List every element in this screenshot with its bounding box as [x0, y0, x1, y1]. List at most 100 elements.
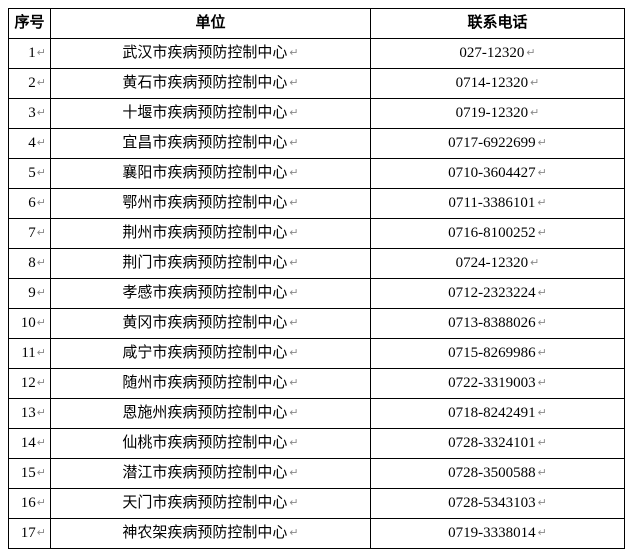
cell-phone: 027-12320↵	[371, 39, 625, 69]
paragraph-mark-icon: ↵	[36, 407, 46, 419]
cell-seq: 11↵	[9, 339, 51, 369]
cell-seq: 5↵	[9, 159, 51, 189]
cell-seq: 7↵	[9, 219, 51, 249]
seq-value: 12	[21, 375, 36, 391]
cell-seq: 14↵	[9, 429, 51, 459]
paragraph-mark-icon: ↵	[536, 467, 547, 479]
paragraph-mark-icon: ↵	[536, 347, 547, 359]
table-row: 2↵黄石市疾病预防控制中心↵0714-12320↵	[9, 69, 625, 99]
cell-seq: 9↵	[9, 279, 51, 309]
paragraph-mark-icon: ↵	[36, 197, 46, 209]
cell-seq: 17↵	[9, 519, 51, 549]
paragraph-mark-icon: ↵	[287, 257, 298, 269]
paragraph-mark-icon: ↵	[287, 317, 298, 329]
paragraph-mark-icon: ↵	[536, 317, 547, 329]
paragraph-mark-icon: ↵	[36, 137, 46, 149]
table-row: 6↵鄂州市疾病预防控制中心↵0711-3386101↵	[9, 189, 625, 219]
header-row: 序号 单位 联系电话	[9, 9, 625, 39]
unit-value: 咸宁市疾病预防控制中心	[122, 345, 287, 361]
cell-unit: 咸宁市疾病预防控制中心↵	[51, 339, 371, 369]
phone-value: 0716-8100252	[448, 225, 536, 241]
unit-value: 荆州市疾病预防控制中心	[122, 225, 287, 241]
paragraph-mark-icon: ↵	[36, 347, 46, 359]
seq-value: 15	[21, 465, 36, 481]
phone-value: 0728-5343103	[448, 495, 536, 511]
cell-unit: 鄂州市疾病预防控制中心↵	[51, 189, 371, 219]
cell-unit: 仙桃市疾病预防控制中心↵	[51, 429, 371, 459]
seq-value: 4	[28, 135, 36, 151]
cell-unit: 恩施州疾病预防控制中心↵	[51, 399, 371, 429]
paragraph-mark-icon: ↵	[536, 137, 547, 149]
cell-phone: 0710-3604427↵	[371, 159, 625, 189]
cell-phone: 0728-3324101↵	[371, 429, 625, 459]
paragraph-mark-icon: ↵	[287, 497, 298, 509]
table-row: 5↵襄阳市疾病预防控制中心↵0710-3604427↵	[9, 159, 625, 189]
phone-value: 0718-8242491	[448, 405, 536, 421]
cell-seq: 3↵	[9, 99, 51, 129]
paragraph-mark-icon: ↵	[287, 377, 298, 389]
cdc-contact-table: 序号 单位 联系电话 1↵武汉市疾病预防控制中心↵027-12320↵2↵黄石市…	[8, 8, 625, 549]
cell-seq: 2↵	[9, 69, 51, 99]
paragraph-mark-icon: ↵	[287, 167, 298, 179]
paragraph-mark-icon: ↵	[536, 407, 547, 419]
paragraph-mark-icon: ↵	[536, 497, 547, 509]
unit-value: 荆门市疾病预防控制中心	[122, 255, 287, 271]
cell-phone: 0722-3319003↵	[371, 369, 625, 399]
phone-value: 0724-12320	[456, 255, 529, 271]
paragraph-mark-icon: ↵	[36, 167, 46, 179]
unit-value: 鄂州市疾病预防控制中心	[122, 195, 287, 211]
cell-unit: 天门市疾病预防控制中心↵	[51, 489, 371, 519]
seq-value: 8	[28, 255, 36, 271]
unit-value: 神农架疾病预防控制中心	[122, 525, 287, 541]
paragraph-mark-icon: ↵	[287, 107, 298, 119]
paragraph-mark-icon: ↵	[36, 287, 46, 299]
cell-unit: 孝感市疾病预防控制中心↵	[51, 279, 371, 309]
seq-value: 13	[21, 405, 36, 421]
paragraph-mark-icon: ↵	[36, 47, 46, 59]
cell-phone: 0716-8100252↵	[371, 219, 625, 249]
paragraph-mark-icon: ↵	[36, 497, 46, 509]
seq-value: 2	[28, 75, 36, 91]
paragraph-mark-icon: ↵	[36, 437, 46, 449]
cell-unit: 荆门市疾病预防控制中心↵	[51, 249, 371, 279]
col-unit: 单位	[51, 9, 371, 39]
paragraph-mark-icon: ↵	[287, 137, 298, 149]
cell-phone: 0712-2323224↵	[371, 279, 625, 309]
seq-value: 1	[28, 45, 36, 61]
phone-value: 0722-3319003	[448, 375, 536, 391]
seq-value: 5	[28, 165, 36, 181]
cell-phone: 0724-12320↵	[371, 249, 625, 279]
phone-value: 0711-3386101	[448, 195, 535, 211]
unit-value: 武汉市疾病预防控制中心	[122, 45, 287, 61]
table-row: 16↵天门市疾病预防控制中心↵0728-5343103↵	[9, 489, 625, 519]
cell-seq: 1↵	[9, 39, 51, 69]
cell-seq: 13↵	[9, 399, 51, 429]
cell-seq: 15↵	[9, 459, 51, 489]
unit-value: 恩施州疾病预防控制中心	[122, 405, 287, 421]
paragraph-mark-icon: ↵	[36, 227, 46, 239]
seq-value: 14	[21, 435, 36, 451]
seq-value: 7	[28, 225, 36, 241]
cell-seq: 10↵	[9, 309, 51, 339]
unit-value: 黄冈市疾病预防控制中心	[122, 315, 287, 331]
cell-seq: 8↵	[9, 249, 51, 279]
paragraph-mark-icon: ↵	[535, 197, 546, 209]
cell-phone: 0713-8388026↵	[371, 309, 625, 339]
paragraph-mark-icon: ↵	[536, 527, 547, 539]
paragraph-mark-icon: ↵	[287, 527, 298, 539]
col-phone: 联系电话	[371, 9, 625, 39]
cell-phone: 0714-12320↵	[371, 69, 625, 99]
paragraph-mark-icon: ↵	[36, 527, 46, 539]
seq-value: 9	[28, 285, 36, 301]
seq-value: 11	[21, 345, 35, 361]
unit-value: 天门市疾病预防控制中心	[122, 495, 287, 511]
paragraph-mark-icon: ↵	[536, 227, 547, 239]
phone-value: 0710-3604427	[448, 165, 536, 181]
seq-value: 17	[21, 525, 36, 541]
paragraph-mark-icon: ↵	[36, 77, 46, 89]
paragraph-mark-icon: ↵	[36, 377, 46, 389]
phone-value: 0728-3500588	[448, 465, 536, 481]
phone-value: 0719-12320	[456, 105, 529, 121]
cell-unit: 襄阳市疾病预防控制中心↵	[51, 159, 371, 189]
table-row: 15↵潜江市疾病预防控制中心↵0728-3500588↵	[9, 459, 625, 489]
